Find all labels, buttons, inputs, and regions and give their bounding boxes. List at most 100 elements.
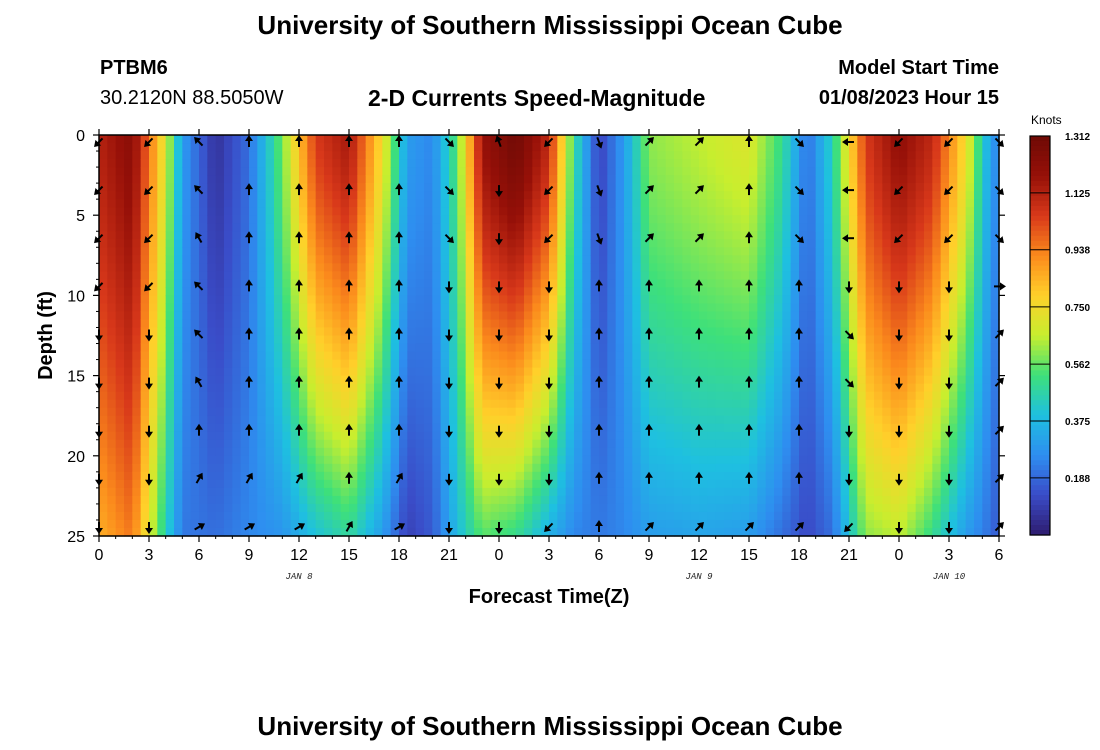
speed-cell [274,247,283,256]
speed-cell [807,359,817,369]
speed-cell [682,431,692,441]
speed-cell [165,399,175,409]
speed-cell [707,271,717,280]
speed-cell [724,279,733,288]
speed-cell [174,279,183,288]
speed-cell [440,327,450,337]
speed-cell [890,407,900,417]
speed-cell [590,151,600,160]
speed-cell [757,159,767,168]
speed-cell [849,287,858,296]
speed-cell [724,151,733,160]
speed-cell [132,447,142,457]
speed-cell [232,471,242,481]
speed-cell [149,511,158,521]
speed-cell [707,399,717,409]
speed-cell [849,471,858,481]
speed-cell [699,367,708,377]
speed-cell [757,439,767,449]
speed-cell [274,319,283,329]
speed-cell [357,143,367,152]
speed-cell [890,223,900,232]
speed-cell [449,327,458,337]
speed-cell [482,311,492,321]
speed-cell [690,279,700,288]
speed-cell [199,375,208,385]
speed-cell [682,423,692,433]
speed-cell [549,407,558,417]
speed-cell [215,287,225,296]
speed-cell [407,455,417,465]
speed-cell [115,183,125,192]
speed-cell [390,135,400,144]
speed-cell [724,503,733,513]
speed-cell [415,503,425,513]
speed-cell [674,375,683,385]
speed-cell [199,407,208,417]
speed-cell [590,311,600,321]
speed-cell [182,447,192,457]
speed-cell [865,191,875,200]
speed-cell [457,287,467,296]
speed-cell [157,327,167,337]
speed-cell [532,343,542,353]
speed-cell [699,255,708,264]
speed-cell [474,319,483,329]
speed-cell [840,311,850,321]
speed-cell [240,399,250,409]
speed-cell [515,311,525,321]
speed-cell [799,391,808,401]
speed-cell [757,319,767,329]
speed-cell [274,239,283,248]
speed-cell [707,423,717,433]
speed-cell [807,527,817,537]
speed-cell [107,519,117,529]
speed-cell [832,295,842,305]
speed-cell [540,527,550,537]
speed-cell [282,343,292,353]
speed-cell [299,319,308,329]
speed-cell [749,143,758,152]
speed-cell [132,415,142,425]
speed-cell [474,239,483,248]
speed-cell [707,487,717,497]
speed-cell [340,479,350,489]
speed-cell [807,471,817,481]
speed-cell [715,271,725,280]
speed-cell [407,519,417,529]
speed-cell [465,391,475,401]
speed-cell [199,335,208,345]
speed-cell [832,183,842,192]
speed-cell [257,455,267,465]
speed-cell [690,471,700,481]
speed-cell [365,343,375,353]
speed-cell [774,335,783,345]
speed-cell [607,223,617,232]
speed-cell [282,519,292,529]
speed-cell [157,367,167,377]
speed-cell [257,199,267,208]
speed-cell [815,359,825,369]
speed-cell [757,375,767,385]
speed-cell [132,399,142,409]
speed-cell [365,367,375,377]
speed-cell [624,479,633,489]
speed-cell [790,255,800,264]
speed-cell [190,447,200,457]
speed-cell [149,327,158,337]
speed-cell [849,527,858,537]
speed-cell [690,519,700,529]
speed-cell [574,223,583,232]
speed-cell [449,479,458,489]
speed-cell [549,295,558,305]
plot-subtitle: 2-D Currents Speed-Magnitude [368,85,706,111]
speed-cell [849,319,858,329]
speed-cell [757,351,767,361]
speed-cell [724,167,733,176]
speed-cell [515,271,525,280]
speed-cell [707,151,717,160]
speed-cell [490,215,500,224]
speed-cell [349,367,358,377]
speed-cell [640,231,650,240]
speed-cell [457,223,467,232]
